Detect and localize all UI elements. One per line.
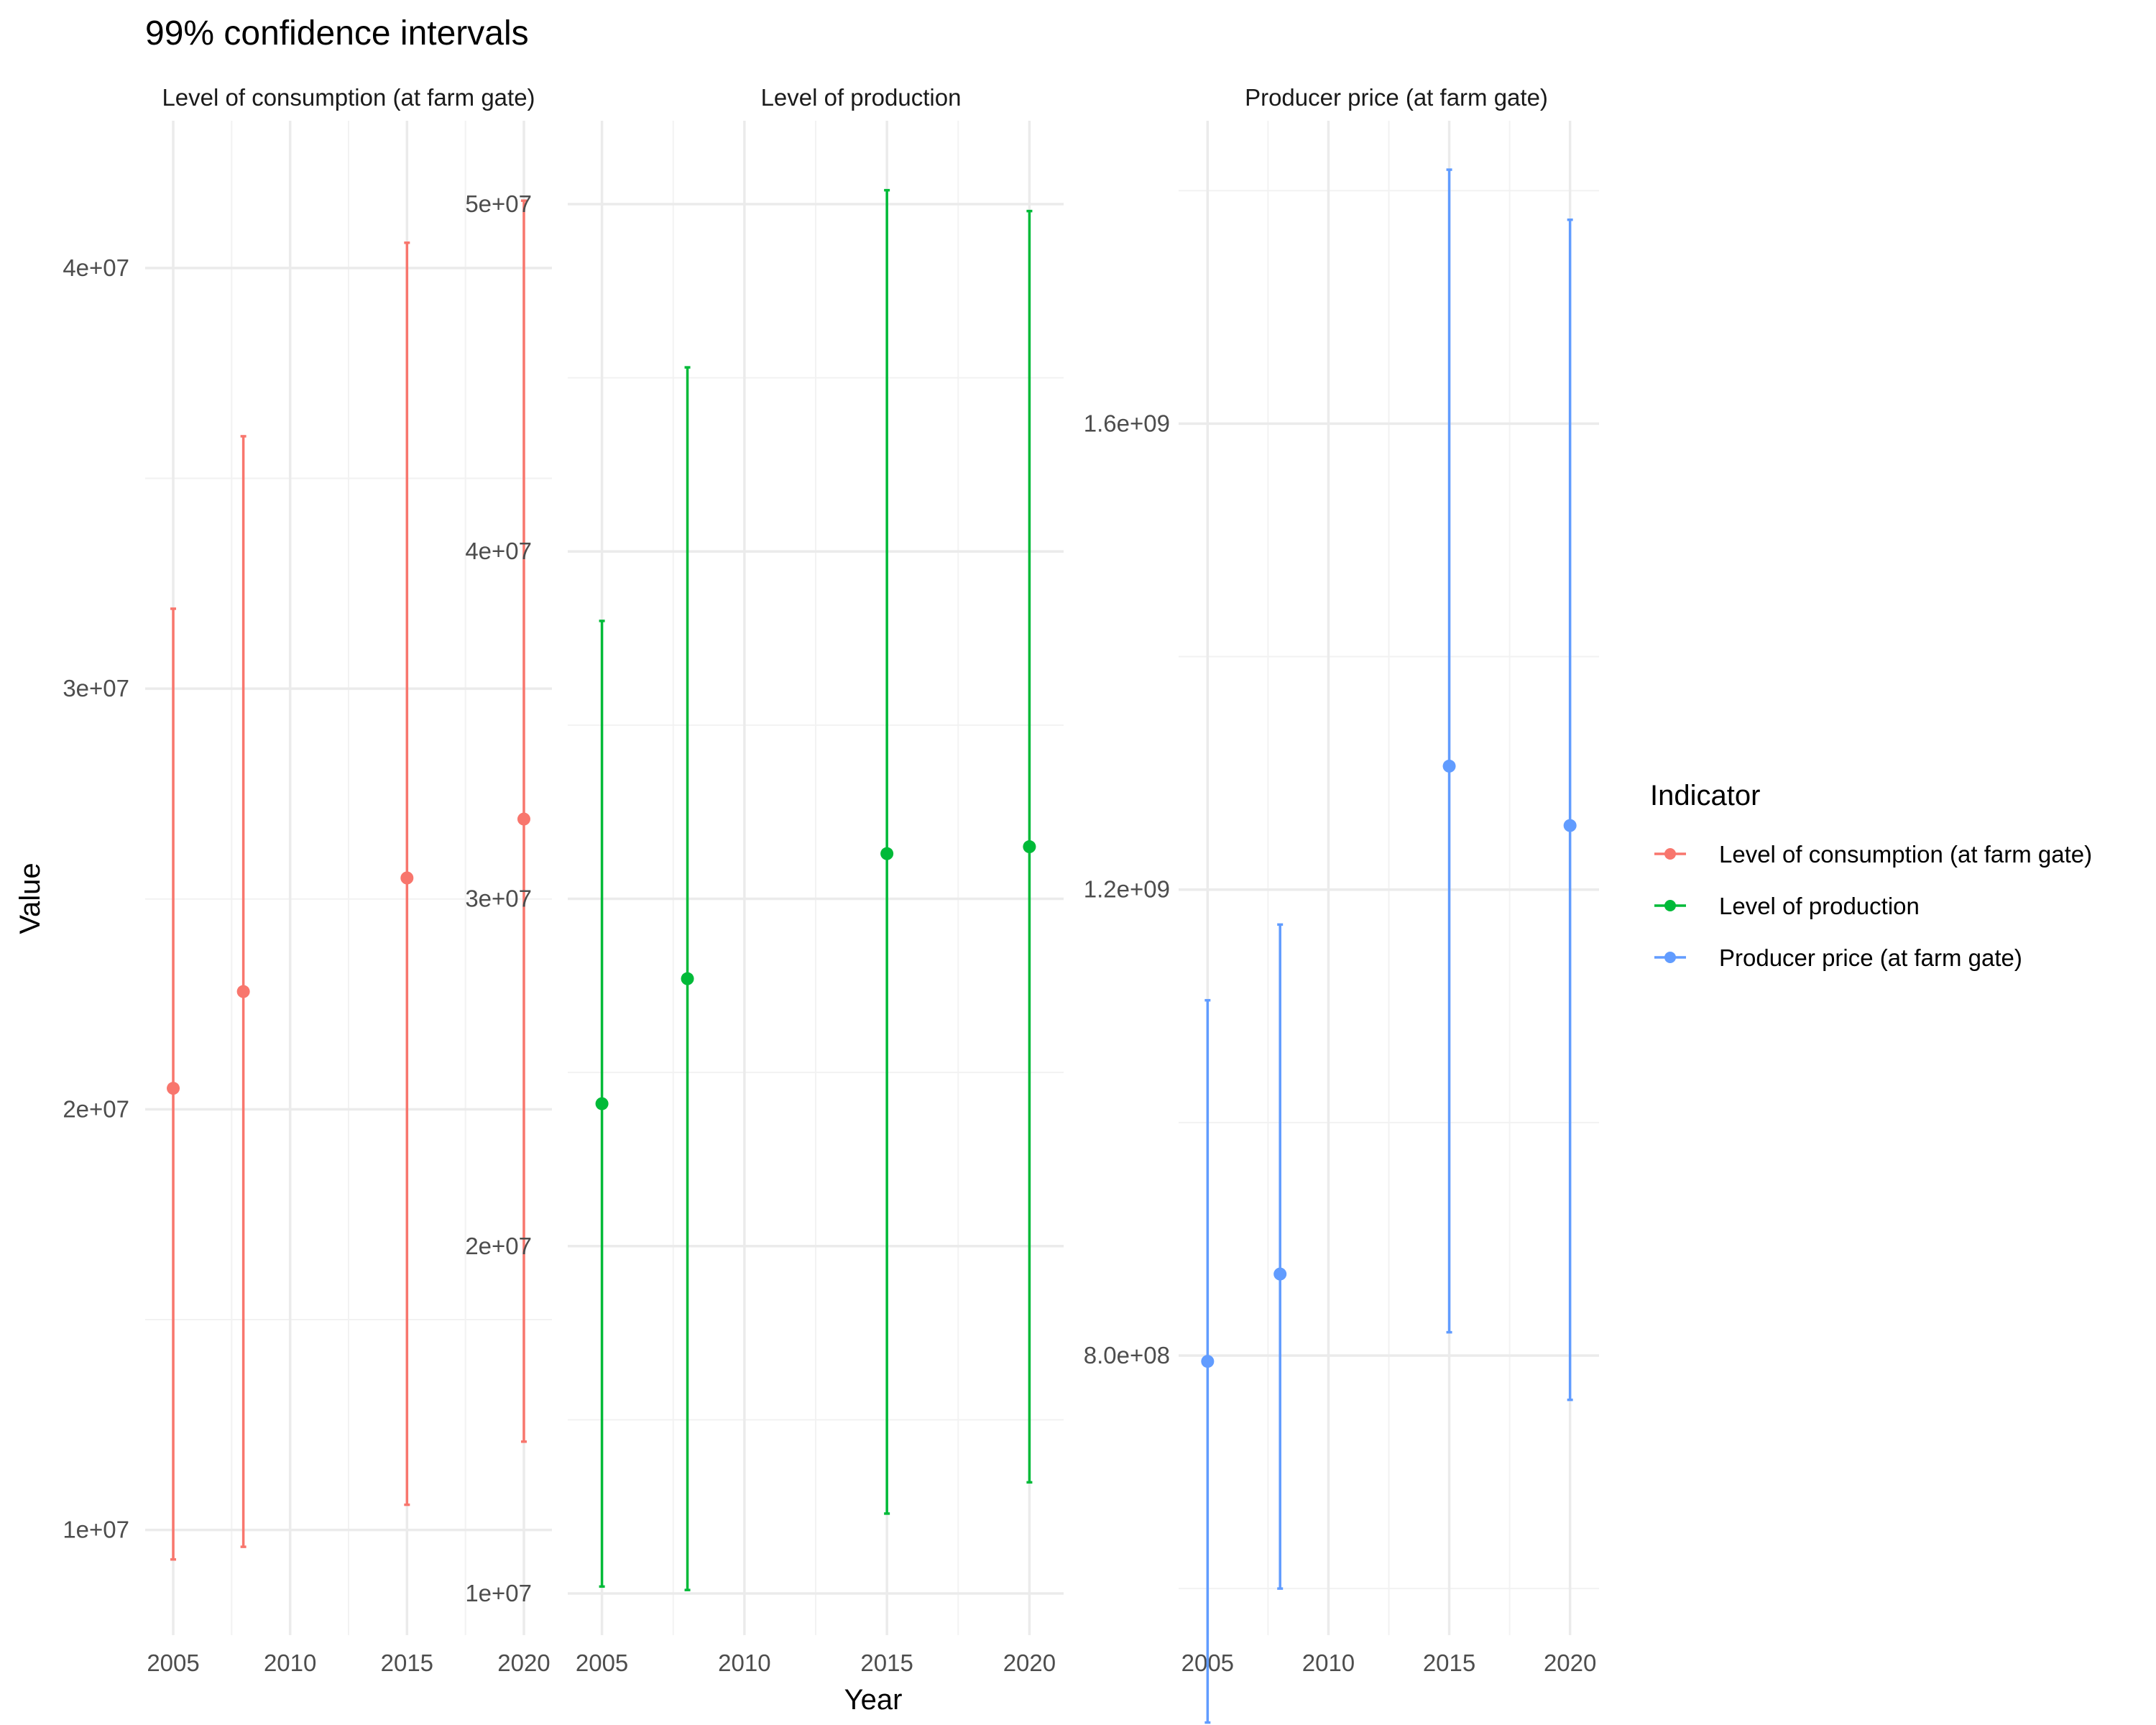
strip-label-producer-price: Producer price (at farm gate) <box>1245 84 1548 111</box>
data-point <box>1201 1355 1215 1368</box>
y-tick-label: 4e+07 <box>465 538 532 564</box>
data-point <box>1023 840 1036 854</box>
legend-item: Producer price (at farm gate) <box>1654 944 2022 971</box>
strip-label-production: Level of production <box>761 84 962 111</box>
x-tick-label: 2020 <box>1003 1650 1056 1676</box>
y-tick-label: 3e+07 <box>63 675 129 702</box>
data-point <box>167 1082 180 1095</box>
x-tick-label: 2015 <box>860 1650 913 1676</box>
y-tick-label: 2e+07 <box>63 1095 129 1122</box>
legend-item: Level of production <box>1654 893 1920 919</box>
x-tick-label: 2005 <box>576 1650 628 1676</box>
legend-key-point <box>1664 952 1676 963</box>
data-point <box>595 1097 609 1110</box>
x-tick-label: 2010 <box>1302 1650 1355 1676</box>
legend: Indicator Level of consumption (at farm … <box>1650 780 2092 971</box>
data-point <box>1442 759 1456 773</box>
facet-panel-producer-price: Producer price (at farm gate) 8.0e+08 1.2e… <box>1084 84 1599 1724</box>
data-point <box>1273 1267 1287 1281</box>
data-point <box>880 847 894 860</box>
y-tick-label: 1.2e+09 <box>1084 876 1170 903</box>
legend-key-point <box>1664 848 1676 860</box>
x-axis-title: Year <box>844 1684 903 1716</box>
legend-title: Indicator <box>1650 780 1760 811</box>
y-tick-label: 1e+07 <box>63 1517 129 1543</box>
facet-panel-production: Level of production 1e+07 2e+07 3e+07 4e+07 5… <box>465 84 1064 1676</box>
x-tick-label: 2015 <box>1423 1650 1475 1676</box>
data-point <box>1563 819 1577 832</box>
x-tick-label: 2010 <box>264 1650 316 1676</box>
y-tick-label: 4e+07 <box>63 254 129 281</box>
x-tick-label: 2015 <box>381 1650 433 1676</box>
y-tick-label: 1e+07 <box>465 1580 532 1606</box>
x-tick-label: 2020 <box>497 1650 550 1676</box>
strip-label-consumption: Level of consumption (at farm gate) <box>162 84 535 111</box>
facet-panel-consumption: Level of consumption (at farm gate) 1e+07… <box>63 84 552 1676</box>
legend-key-point <box>1664 900 1676 911</box>
legend-label: Level of consumption (at farm gate) <box>1719 841 2092 868</box>
y-axis-title: Value <box>14 862 46 934</box>
x-tick-label: 2020 <box>1544 1650 1596 1676</box>
legend-item: Level of consumption (at farm gate) <box>1654 841 2092 868</box>
data-point <box>517 812 530 826</box>
legend-label: Producer price (at farm gate) <box>1719 944 2022 971</box>
y-tick-label: 5e+07 <box>465 190 532 217</box>
data-point <box>236 985 250 998</box>
data-point <box>681 972 694 985</box>
x-tick-label: 2010 <box>718 1650 770 1676</box>
y-tick-label: 3e+07 <box>465 885 532 911</box>
y-tick-label: 1.6e+09 <box>1084 410 1170 436</box>
y-tick-label: 2e+07 <box>465 1233 532 1259</box>
legend-label: Level of production <box>1719 893 1920 919</box>
chart-title: 99% confidence intervals <box>145 14 529 52</box>
data-point <box>400 871 414 885</box>
y-tick-label: 8.0e+08 <box>1084 1342 1170 1368</box>
x-tick-label: 2005 <box>147 1650 199 1676</box>
